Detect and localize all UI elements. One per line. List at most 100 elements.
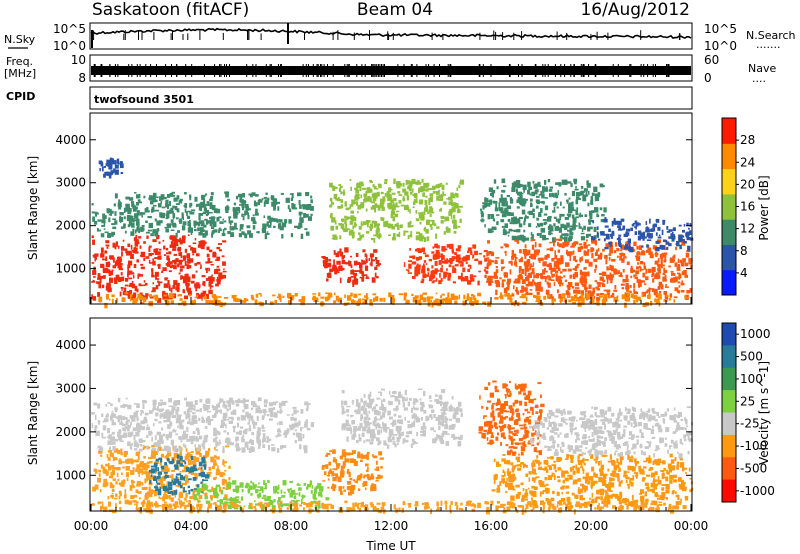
heatmap-cell	[678, 224, 682, 227]
heatmap-cell	[170, 411, 174, 416]
heatmap-cell	[441, 255, 443, 261]
heatmap-cell	[509, 222, 515, 225]
heatmap-cell	[441, 216, 445, 220]
heatmap-cell	[157, 448, 160, 453]
heatmap-cell	[152, 258, 155, 264]
heatmap-cell	[285, 197, 290, 203]
heatmap-cell	[375, 257, 378, 260]
heatmap-cell	[189, 469, 192, 474]
heatmap-cell	[592, 220, 595, 224]
heatmap-cell	[537, 223, 541, 228]
heatmap-cell	[384, 179, 388, 182]
heatmap-cell	[143, 471, 146, 475]
heatmap-cell	[441, 416, 445, 420]
heatmap-cell	[199, 227, 204, 232]
heatmap-cell	[518, 266, 522, 271]
heatmap-cell	[271, 447, 276, 452]
heatmap-cell	[191, 415, 196, 418]
heatmap-cell	[167, 424, 171, 429]
heatmap-cell	[133, 292, 137, 298]
heatmap-cell	[133, 435, 136, 441]
heatmap-cell	[127, 458, 131, 464]
heatmap-cell	[405, 179, 408, 185]
heatmap-cell	[99, 168, 101, 172]
heatmap-cell	[343, 400, 348, 406]
heatmap-cell	[116, 467, 121, 471]
heatmap-cell	[148, 486, 151, 491]
heatmap-cell	[140, 426, 145, 431]
heatmap-cell	[144, 478, 147, 484]
heatmap-cell	[251, 217, 256, 222]
heatmap-cell	[426, 219, 430, 226]
heatmap-cell	[561, 245, 565, 249]
beam-title: Beam 04	[357, 0, 433, 20]
heatmap-cell	[183, 255, 186, 260]
heatmap-cell	[416, 432, 419, 437]
heatmap-cell	[404, 230, 409, 233]
heatmap-cell	[187, 485, 190, 489]
heatmap-cell	[472, 244, 477, 249]
heatmap-cell	[235, 444, 239, 448]
heatmap-cell	[644, 283, 647, 285]
heatmap-cell	[109, 255, 114, 260]
heatmap-cell	[532, 279, 535, 283]
heatmap-cell	[516, 279, 521, 284]
heatmap-cell	[344, 215, 347, 219]
heatmap-cell	[652, 278, 655, 283]
heatmap-cell	[114, 164, 119, 169]
heatmap-cell	[120, 287, 124, 289]
heatmap-cell	[403, 407, 408, 411]
heatmap-cell	[241, 195, 245, 198]
heatmap-cell	[114, 438, 118, 442]
heatmap-cell	[569, 202, 573, 207]
n-search-label: N.Search	[746, 29, 796, 42]
heatmap-cell	[606, 278, 609, 284]
heatmap-cell	[472, 295, 476, 300]
heatmap-cell	[139, 245, 142, 249]
heatmap-cell	[257, 397, 262, 402]
heatmap-cell	[523, 229, 526, 233]
heatmap-cell	[398, 293, 404, 296]
heatmap-cell	[142, 467, 146, 471]
heatmap-cell	[499, 292, 503, 298]
heatmap-cell	[271, 505, 276, 511]
heatmap-cell	[425, 228, 429, 234]
heatmap-cell	[370, 223, 374, 229]
heatmap-cell	[519, 249, 522, 252]
heatmap-cell	[350, 255, 352, 258]
heatmap-cell	[201, 420, 206, 423]
heatmap-cell	[125, 277, 129, 282]
heatmap-cell	[649, 218, 651, 224]
heatmap-cell	[254, 212, 259, 216]
heatmap-cell	[118, 262, 123, 266]
heatmap-cell	[361, 432, 365, 437]
heatmap-cell	[439, 208, 442, 212]
heatmap-cell	[162, 196, 167, 200]
heatmap-cell	[615, 272, 619, 275]
heatmap-cell	[354, 202, 357, 204]
heatmap-cell	[473, 275, 477, 278]
heatmap-cell	[441, 389, 446, 394]
heatmap-cell	[458, 205, 463, 208]
heatmap-cell	[684, 262, 689, 267]
heatmap-cell	[519, 250, 522, 254]
heatmap-cell	[337, 297, 342, 303]
heatmap-cell	[486, 251, 489, 257]
heatmap-cell	[351, 450, 356, 454]
heatmap-cell	[602, 248, 605, 252]
heatmap-cell	[657, 236, 662, 239]
heatmap-cell	[369, 391, 372, 398]
heatmap-cell	[390, 301, 395, 305]
heatmap-cell	[139, 497, 142, 500]
heatmap-cell	[622, 278, 626, 283]
heatmap-cell	[559, 213, 562, 219]
heatmap-cell	[504, 209, 509, 214]
heatmap-cell	[628, 246, 631, 252]
heatmap-cell	[598, 295, 603, 298]
heatmap-cell	[362, 260, 366, 263]
heatmap-cell	[99, 489, 102, 493]
heatmap-cell	[125, 472, 130, 478]
heatmap-cell	[300, 409, 304, 414]
heatmap-cell	[601, 271, 607, 276]
heatmap-cell	[173, 428, 175, 431]
